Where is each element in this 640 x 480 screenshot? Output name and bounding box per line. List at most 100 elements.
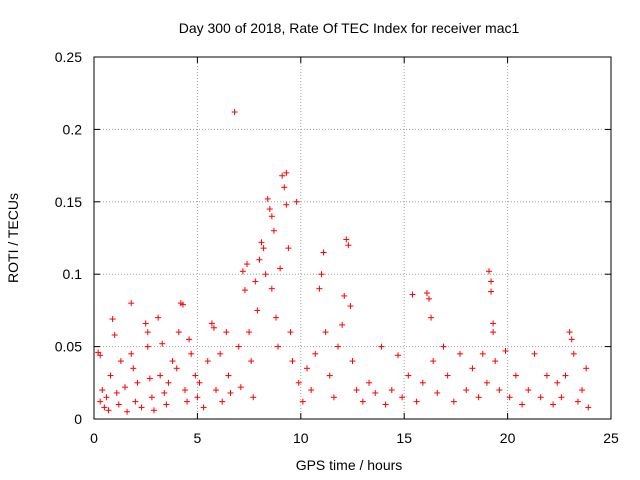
data-point: [469, 365, 476, 372]
data-point: [283, 201, 290, 208]
data-point: [260, 245, 267, 252]
data-point: [111, 332, 118, 339]
data-point: [488, 288, 495, 295]
data-point: [339, 321, 346, 328]
data-point: [320, 249, 327, 256]
data-point: [272, 314, 279, 321]
data-point: [475, 394, 482, 401]
data-point: [277, 265, 284, 272]
data-point: [502, 347, 509, 354]
data-point: [148, 394, 155, 401]
data-point: [155, 314, 162, 321]
data-point: [235, 343, 242, 350]
data-point: [388, 387, 395, 394]
data-point: [138, 404, 145, 411]
data-point: [322, 329, 329, 336]
data-point: [227, 389, 234, 396]
data-point: [347, 303, 354, 310]
data-point: [208, 320, 215, 327]
data-point: [122, 384, 129, 391]
data-point: [204, 358, 211, 365]
data-point: [241, 287, 248, 294]
data-point: [506, 394, 513, 401]
x-tick-label: 20: [500, 430, 516, 446]
data-point: [378, 343, 385, 350]
data-point: [554, 379, 561, 386]
data-point: [299, 398, 306, 405]
data-point: [490, 329, 497, 336]
data-point: [213, 387, 220, 394]
data-point: [217, 350, 224, 357]
data-point: [550, 401, 557, 408]
y-tick-label: 0.25: [55, 49, 82, 65]
data-point: [440, 343, 447, 350]
data-point: [246, 329, 253, 336]
data-point: [430, 358, 437, 365]
data-point: [173, 365, 180, 372]
data-point: [194, 394, 201, 401]
data-point: [409, 291, 416, 298]
data-point: [130, 365, 137, 372]
data-point: [254, 307, 261, 314]
data-points: [95, 109, 592, 415]
data-point: [270, 227, 277, 234]
data-point: [483, 379, 490, 386]
data-point: [146, 375, 153, 382]
data-point: [97, 398, 104, 405]
x-tick-label: 15: [396, 430, 412, 446]
data-point: [366, 379, 373, 386]
data-point: [335, 343, 342, 350]
data-point: [103, 394, 110, 401]
data-point: [295, 379, 302, 386]
data-point: [258, 239, 265, 246]
data-point: [231, 109, 238, 116]
data-point: [372, 389, 379, 396]
data-point: [105, 407, 112, 414]
data-point: [519, 401, 526, 408]
data-point: [574, 398, 581, 405]
data-point: [144, 343, 151, 350]
data-point: [266, 206, 273, 213]
data-point: [496, 387, 503, 394]
x-tick-label: 0: [90, 430, 98, 446]
data-point: [490, 320, 497, 327]
data-point: [161, 389, 168, 396]
data-point: [184, 398, 191, 405]
data-point: [179, 301, 186, 308]
data-point: [434, 389, 441, 396]
data-point: [353, 387, 360, 394]
data-point: [287, 329, 294, 336]
data-point: [304, 365, 311, 372]
data-point: [428, 314, 435, 321]
grid-lines: [94, 57, 611, 419]
data-point: [132, 398, 139, 405]
data-point: [345, 242, 352, 249]
data-point: [115, 401, 122, 408]
data-point: [359, 398, 366, 405]
data-point: [585, 404, 592, 411]
data-point: [558, 394, 565, 401]
y-tick-label: 0.1: [63, 266, 83, 282]
data-point: [248, 358, 255, 365]
data-point: [219, 398, 226, 405]
data-point: [124, 408, 131, 415]
data-point: [285, 245, 292, 252]
y-axis-title: ROTI / TECUs: [5, 193, 21, 283]
data-point: [566, 329, 573, 336]
data-point: [113, 389, 120, 396]
data-point: [318, 271, 325, 278]
data-point: [492, 358, 499, 365]
data-point: [457, 350, 464, 357]
data-point: [165, 379, 172, 386]
data-point: [181, 387, 188, 394]
x-tick-label: 10: [293, 430, 309, 446]
data-point: [349, 358, 356, 365]
data-point: [341, 292, 348, 299]
data-point: [252, 278, 259, 285]
data-point: [268, 285, 275, 292]
data-point: [405, 372, 412, 379]
data-point: [293, 198, 300, 205]
data-point: [281, 184, 288, 191]
x-tick-label: 5: [194, 430, 202, 446]
